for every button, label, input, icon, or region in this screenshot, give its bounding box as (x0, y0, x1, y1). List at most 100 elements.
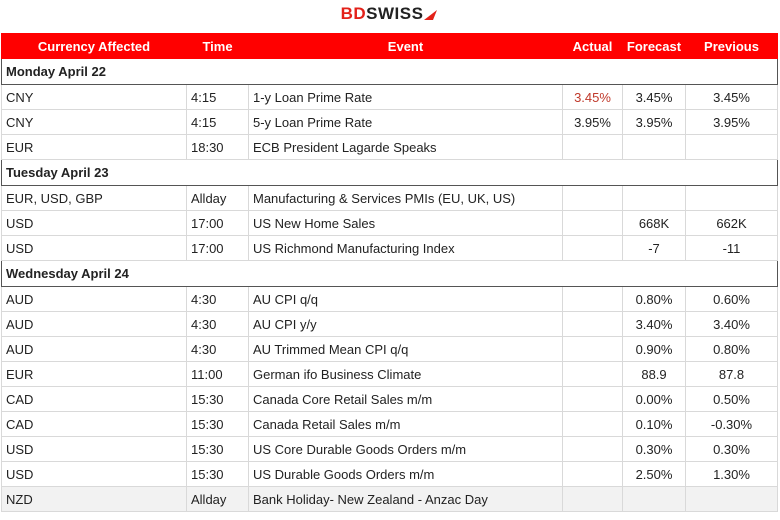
column-header: Time (186, 33, 249, 59)
day-title: Tuesday April 23 (1, 159, 778, 186)
event-row: EUR 18:30 ECB President Lagarde Speaks (1, 134, 778, 160)
cell: 18:30 (186, 134, 249, 160)
cell: CAD (1, 386, 187, 412)
cell (562, 235, 623, 261)
cell: 4:30 (186, 286, 249, 312)
cell: ECB President Lagarde Speaks (248, 134, 563, 160)
cell (685, 486, 778, 512)
cell: AUD (1, 286, 187, 312)
cell: 3.95% (562, 109, 623, 135)
event-row: EUR, USD, GBP Allday Manufacturing & Servi… (1, 185, 778, 211)
cell: AUD (1, 336, 187, 362)
event-row: EUR 11:00 German ifo Business Climate 88.9 8… (1, 361, 778, 387)
cell: AU CPI q/q (248, 286, 563, 312)
day-row: Wednesday April 24 (1, 260, 778, 287)
logo-swiss: SWISS (366, 4, 424, 23)
cell: US Richmond Manufacturing Index (248, 235, 563, 261)
cell: 4:30 (186, 311, 249, 337)
event-row: CAD 15:30 Canada Core Retail Sales m/m 0.00… (1, 386, 778, 412)
cell: USD (1, 210, 187, 236)
cell (562, 386, 623, 412)
cell: 2.50% (622, 461, 686, 487)
cell (685, 134, 778, 160)
column-header: Event (248, 33, 563, 59)
cell (562, 311, 623, 337)
cell: 3.45% (622, 84, 686, 110)
day-row: Tuesday April 23 (1, 159, 778, 186)
day-row: Monday April 22 (1, 58, 778, 85)
event-row: USD 17:00 US Richmond Manufacturing Index -… (1, 235, 778, 261)
cell (622, 134, 686, 160)
cell: 1-y Loan Prime Rate (248, 84, 563, 110)
cell: Canada Core Retail Sales m/m (248, 386, 563, 412)
day-title: Monday April 22 (1, 58, 778, 85)
cell: 4:15 (186, 84, 249, 110)
cell (562, 361, 623, 387)
cell: 0.10% (622, 411, 686, 437)
cell: 15:30 (186, 436, 249, 462)
cell (562, 185, 623, 211)
cell: 15:30 (186, 411, 249, 437)
cell: -11 (685, 235, 778, 261)
cell: 4:30 (186, 336, 249, 362)
cell: NZD (1, 486, 187, 512)
cell: 0.50% (685, 386, 778, 412)
column-header: Actual (562, 33, 623, 59)
cell: 3.40% (622, 311, 686, 337)
cell (562, 336, 623, 362)
cell: 0.60% (685, 286, 778, 312)
cell: 3.95% (685, 109, 778, 135)
cell: USD (1, 436, 187, 462)
cell: US New Home Sales (248, 210, 563, 236)
cell: German ifo Business Climate (248, 361, 563, 387)
event-row: USD 17:00 US New Home Sales 668K 662K (1, 210, 778, 236)
cell: 15:30 (186, 386, 249, 412)
logo: BDSWISS (0, 4, 780, 24)
cell: -7 (622, 235, 686, 261)
cell (562, 461, 623, 487)
cell: 4:15 (186, 109, 249, 135)
cell: AU Trimmed Mean CPI q/q (248, 336, 563, 362)
cell: 0.90% (622, 336, 686, 362)
cell: CAD (1, 411, 187, 437)
cell: 11:00 (186, 361, 249, 387)
logo-arrow (424, 9, 438, 20)
cell: US Durable Goods Orders m/m (248, 461, 563, 487)
cell: Allday (186, 486, 249, 512)
cell (622, 486, 686, 512)
cell: 17:00 (186, 210, 249, 236)
event-row: AUD 4:30 AU CPI q/q 0.80% 0.60% (1, 286, 778, 312)
cell: 0.80% (622, 286, 686, 312)
cell: 0.30% (685, 436, 778, 462)
event-row: NZD Allday Bank Holiday- New Zealand - Anz… (1, 486, 778, 512)
event-row: USD 15:30 US Core Durable Goods Orders m/m… (1, 436, 778, 462)
cell: USD (1, 235, 187, 261)
cell (685, 185, 778, 211)
cell: Manufacturing & Services PMIs (EU, UK, U… (248, 185, 563, 211)
cell: CNY (1, 84, 187, 110)
cell (622, 185, 686, 211)
cell: 0.00% (622, 386, 686, 412)
cell: AU CPI y/y (248, 311, 563, 337)
cell: EUR, USD, GBP (1, 185, 187, 211)
cell: 3.95% (622, 109, 686, 135)
cell: 88.9 (622, 361, 686, 387)
cell: 662K (685, 210, 778, 236)
cell (562, 436, 623, 462)
header-row: Currency Affected Time Event Actual Forecast… (1, 33, 778, 59)
cell (562, 134, 623, 160)
cell: 1.30% (685, 461, 778, 487)
event-row: AUD 4:30 AU CPI y/y 3.40% 3.40% (1, 311, 778, 337)
cell: US Core Durable Goods Orders m/m (248, 436, 563, 462)
event-row: CNY 4:15 5-y Loan Prime Rate 3.95% 3.95% 3.95… (1, 109, 778, 135)
event-row: CNY 4:15 1-y Loan Prime Rate 3.45% 3.45% 3.45… (1, 84, 778, 110)
column-header: Currency Affected (1, 33, 187, 59)
cell: EUR (1, 134, 187, 160)
logo-bd: BD (340, 4, 367, 23)
event-row: USD 15:30 US Durable Goods Orders m/m 2.50%… (1, 461, 778, 487)
cell: 3.40% (685, 311, 778, 337)
cell (562, 286, 623, 312)
cell: 668K (622, 210, 686, 236)
cell: EUR (1, 361, 187, 387)
